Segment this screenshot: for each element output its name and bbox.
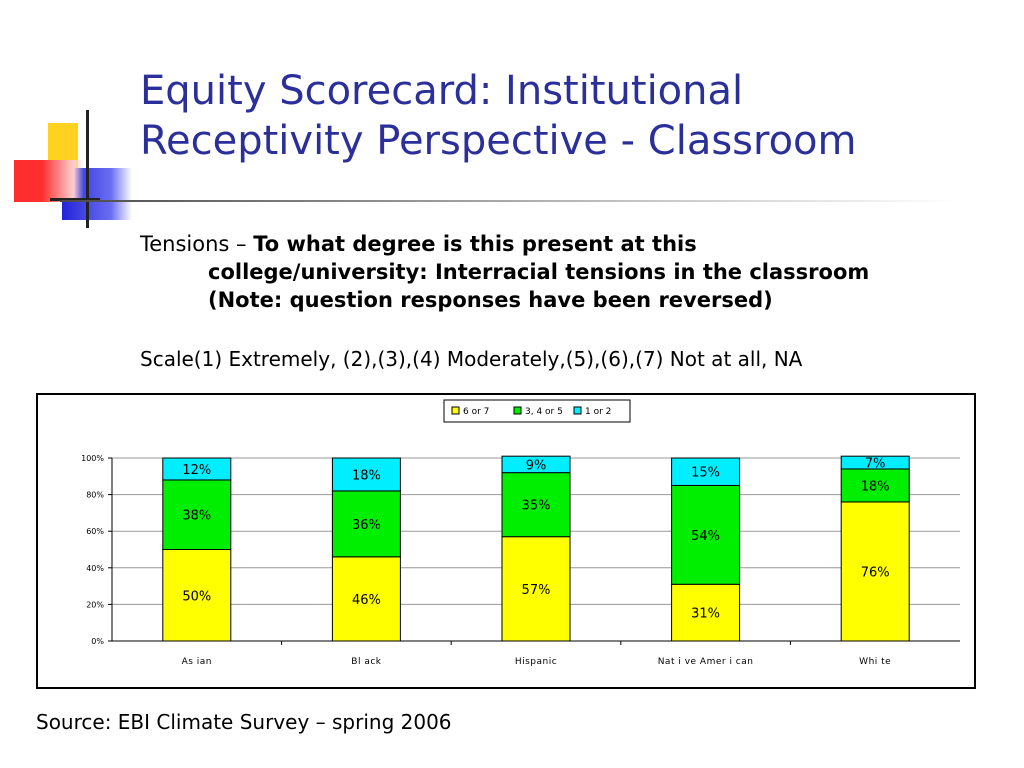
question-block: Tensions – To what degree is this presen… — [140, 230, 900, 314]
data-label: 46% — [352, 593, 381, 608]
legend-label: 3, 4 or 5 — [525, 407, 563, 417]
stacked-bar-chart: 6 or 7 3, 4 or 5 1 or 2 0% 20% 40% 60% 80% 100% 5… — [81, 399, 960, 667]
logo-vertical-line — [86, 110, 89, 228]
x-tick-label: Bl ack — [351, 657, 381, 667]
bar-segment — [671, 457, 741, 486]
bar-segment — [840, 468, 910, 503]
bar-segment — [671, 583, 741, 642]
legend-box — [443, 399, 631, 423]
data-label: 9% — [526, 458, 547, 473]
data-label: 12% — [182, 463, 211, 478]
question-text: To what degree is this present at this c… — [208, 232, 870, 312]
data-label: 50% — [182, 589, 211, 604]
data-label: 31% — [691, 607, 720, 622]
bar-segment — [162, 457, 232, 481]
page-title: Equity Scorecard: Institutional Receptiv… — [140, 66, 1000, 166]
chart-frame: 6 or 7 3, 4 or 5 1 or 2 0% 20% 40% 60% 80% 100% 5… — [36, 393, 976, 689]
y-tick-label: 20% — [86, 600, 104, 609]
logo-horizontal-line — [50, 198, 100, 201]
bar-segment — [331, 457, 401, 492]
source-text: Source: EBI Climate Survey – spring 2006 — [36, 710, 452, 734]
bar-segment — [671, 484, 741, 585]
y-tick-label: 100% — [81, 454, 104, 463]
data-label: 35% — [522, 499, 551, 514]
bar-segment — [840, 501, 910, 642]
legend-swatch — [573, 406, 582, 415]
question-lead: Tensions – — [140, 232, 254, 256]
bar-segment — [501, 536, 571, 642]
y-tick-label: 60% — [86, 527, 104, 536]
bar-segment — [501, 455, 571, 474]
data-label: 18% — [352, 468, 381, 483]
x-tick-label: Nat i ve Amer i can — [658, 657, 754, 667]
y-tick-label: 0% — [91, 637, 104, 646]
legend-swatch — [451, 406, 460, 415]
x-tick-label: Hispanic — [515, 657, 557, 667]
logo-red-square — [14, 160, 84, 202]
title-divider — [60, 200, 960, 202]
y-tick-label: 80% — [86, 491, 104, 500]
bar-segment — [331, 490, 401, 558]
bar-segment — [840, 455, 910, 470]
y-tick-label: 40% — [86, 564, 104, 573]
scale-text: Scale(1) Extremely, (2),(3),(4) Moderate… — [140, 347, 803, 371]
data-label: 54% — [691, 529, 720, 544]
data-label: 18% — [861, 479, 890, 494]
data-label: 7% — [865, 457, 886, 472]
title-line-1: Equity Scorecard: Institutional — [140, 68, 744, 114]
data-label: 36% — [352, 518, 381, 533]
title-line-2: Receptivity Perspective - Classroom — [140, 118, 857, 164]
data-label: 57% — [522, 583, 551, 598]
data-label: 76% — [861, 565, 890, 580]
data-label: 38% — [182, 509, 211, 524]
x-tick-label: Whi te — [859, 657, 891, 667]
legend-label: 1 or 2 — [585, 407, 611, 417]
x-tick-label: As ian — [182, 657, 212, 667]
legend-swatch — [513, 406, 522, 415]
data-label: 15% — [691, 466, 720, 481]
legend-label: 6 or 7 — [463, 407, 489, 417]
